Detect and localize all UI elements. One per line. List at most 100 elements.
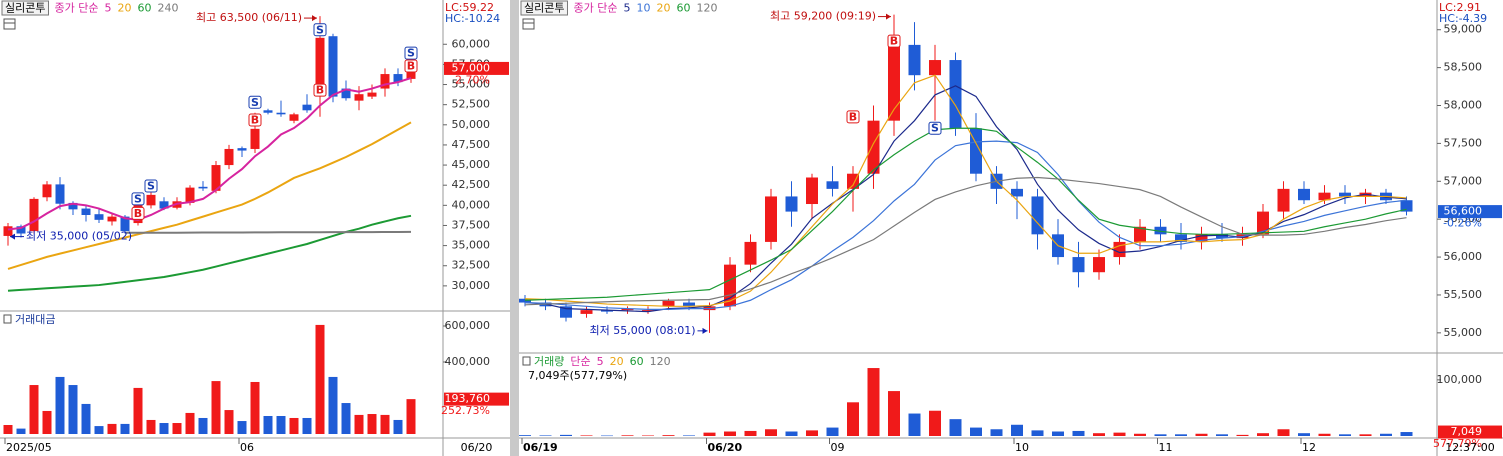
x-tick-label: 12 [1302,441,1316,454]
volume-bar [601,435,613,437]
hc-label: HC:-10.24 [445,12,500,25]
signal-label: S [134,192,142,205]
annotation-arrowhead [312,15,317,22]
y-tick-label: 50,000 [452,118,491,131]
annotation-arrowhead [702,327,708,334]
candle-body [250,128,260,149]
hc-label: HC:-4.39 [1439,12,1487,25]
last-price-box [444,61,509,75]
legend-entry: 240 [157,2,178,15]
volume-legend-entry: 60 [630,355,644,368]
volume-bar [867,368,880,436]
candle-body [806,177,818,205]
candle-body [580,310,593,314]
indicator-label: 종가 단순 [54,2,98,15]
volume-bar [393,419,403,434]
grid-icon [522,18,535,30]
last-volume-label: 193,760 [445,392,491,405]
volume-bar [146,419,156,434]
signal-marker [404,59,418,73]
y-tick-label: 55,500 [1444,288,1483,301]
indicator-label: 종가 단순 [573,2,617,15]
candle-body [302,104,312,111]
volume-bar [1400,432,1413,436]
volume-bar [1318,433,1331,436]
volume-bar [1359,434,1372,436]
candle-body [1134,226,1146,242]
candle-body [662,301,675,307]
y-tick-label: 55,000 [452,78,491,91]
annotation-text: 최고 63,500 (06/11) [196,11,302,24]
candle-body [744,241,757,265]
candle-body [908,44,921,76]
signal-marker [887,34,901,48]
signal-marker [313,23,327,37]
signal-marker [404,46,418,60]
lc-label: LC:2.91 [1439,1,1481,14]
y-tick-label: 30,000 [452,279,491,292]
y-tick-label: 58,000 [1444,99,1483,112]
signal-label: B [316,84,324,97]
volume-bar [1277,429,1290,436]
volume-bar [16,428,26,434]
moving-average-line [524,176,1407,306]
change-label: 2.70% [455,73,490,86]
volume-bar [970,427,982,436]
signal-label: B [251,113,259,126]
legend-entry: 20 [656,2,670,15]
candle-body [237,148,247,151]
volume-bar [642,435,654,436]
y-tick-label: 32,500 [452,259,491,272]
volume-bar [806,430,818,436]
volume-icon [3,314,12,324]
y-tick-label: 42,500 [452,178,491,191]
y-tick-label: 56,000 [1444,250,1483,263]
moving-average-line [524,140,1407,310]
signal-label: S [407,47,415,60]
candle-body [1216,234,1228,239]
volume-bar [1031,430,1044,436]
volume-bar [1195,433,1208,436]
signal-label: B [849,110,857,123]
candle-body [354,94,364,101]
candle-body [367,92,377,97]
volume-bar [263,416,273,434]
volume-bar [1052,431,1064,436]
signal-marker [846,110,860,124]
volume-bar [990,429,1003,436]
volume-bar [539,435,552,436]
volume-bar [380,414,390,434]
signal-label: S [147,180,155,193]
candle-body [970,128,982,174]
panel-background [0,0,510,456]
chart-title: 실리콘투 [524,2,564,15]
volume-change-label: 252.73% [441,404,490,417]
moving-average-line [524,127,1407,301]
last-price-label: 57,000 [452,61,491,74]
y-tick-label: 600,000 [445,319,491,332]
y-tick-label: 47,500 [452,138,491,151]
legend-entry: 120 [696,2,717,15]
title-box [1,0,49,16]
volume-bar [81,403,91,434]
candle-body [826,181,839,189]
candle-body [55,184,65,204]
volume-bar [367,414,377,434]
candle-body [211,165,221,191]
candle-body [785,196,798,212]
volume-bar [621,435,634,436]
candle-body [1400,200,1413,212]
candle-body [29,198,39,232]
volume-bar [185,412,195,434]
candle-body [120,216,130,232]
volume-bar [354,414,364,434]
x-tick-label: 2025/05 [6,441,52,454]
volume-title: 거래량 [534,355,564,368]
signal-marker [313,83,327,97]
volume-bar [42,410,52,434]
volume-bar [3,425,13,434]
candle-body [328,36,338,97]
candle-body [94,214,104,220]
last-volume-label: 7,049 [1451,425,1483,438]
candle-body [380,74,390,89]
